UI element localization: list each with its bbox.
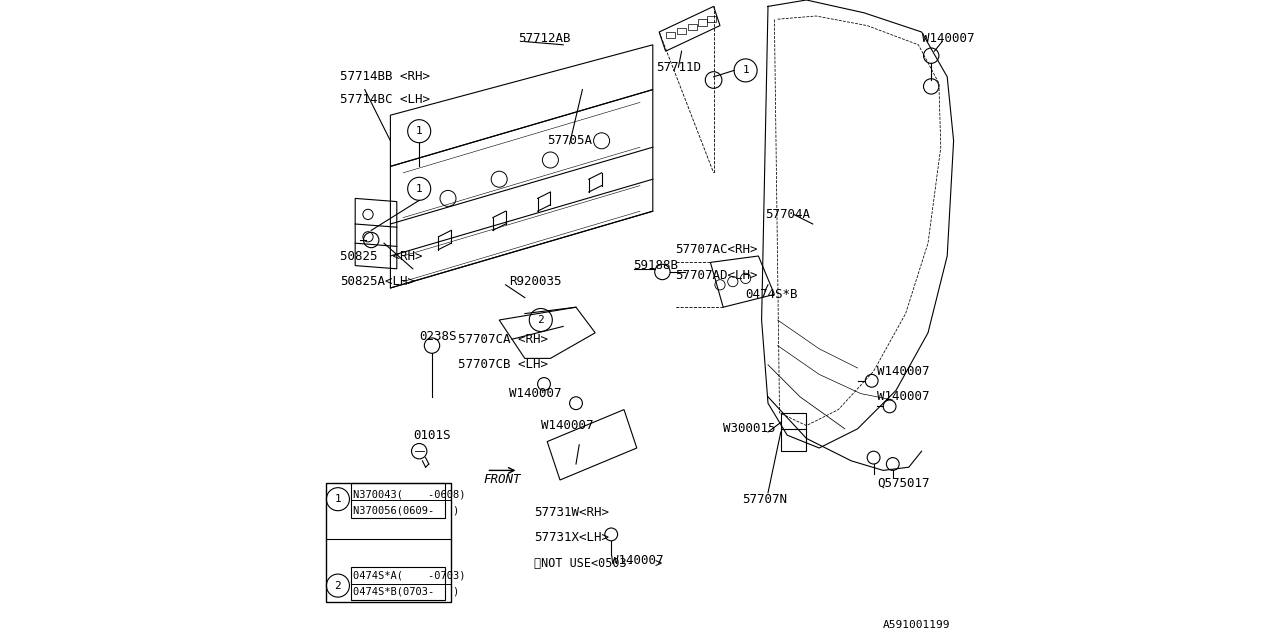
Text: 0238S: 0238S: [420, 330, 457, 342]
Text: 57707CB <LH>: 57707CB <LH>: [458, 358, 548, 371]
Text: FRONT: FRONT: [484, 473, 521, 486]
Text: 50825A<LH>: 50825A<LH>: [340, 275, 416, 288]
Bar: [677, 28, 686, 34]
Text: 1: 1: [416, 126, 422, 136]
Bar: [667, 32, 676, 38]
Text: W300015: W300015: [723, 422, 776, 435]
Text: 0474S*A(    -0703): 0474S*A( -0703): [353, 571, 466, 581]
Text: 50825  <RH>: 50825 <RH>: [340, 250, 422, 262]
Text: W140007: W140007: [612, 554, 664, 566]
Bar: [689, 24, 698, 30]
Text: W140007: W140007: [877, 390, 929, 403]
Text: 57711D: 57711D: [657, 61, 701, 74]
FancyBboxPatch shape: [320, 0, 960, 640]
Text: N370043(    -0608): N370043( -0608): [353, 489, 466, 499]
Text: 1: 1: [334, 494, 342, 504]
Text: 57714BC <LH>: 57714BC <LH>: [340, 93, 430, 106]
Text: W140007: W140007: [922, 32, 974, 45]
Text: A591001199: A591001199: [883, 620, 950, 630]
Text: 0474S*B(0703-   ): 0474S*B(0703- ): [353, 587, 460, 597]
Text: 2: 2: [538, 315, 544, 325]
Text: 57731W<RH>: 57731W<RH>: [535, 506, 609, 518]
Text: N370056(0609-   ): N370056(0609- ): [353, 505, 460, 515]
Text: 57704A: 57704A: [765, 208, 810, 221]
Text: 57705A: 57705A: [548, 134, 593, 147]
Text: W140007: W140007: [508, 387, 562, 400]
Text: 57707CA <RH>: 57707CA <RH>: [458, 333, 548, 346]
Text: 57712AB: 57712AB: [518, 32, 571, 45]
Text: 59188B: 59188B: [634, 259, 678, 272]
Bar: [699, 19, 708, 26]
Text: 2: 2: [334, 580, 342, 591]
Text: 57707AC<RH>: 57707AC<RH>: [676, 243, 758, 256]
Text: 0474S*B: 0474S*B: [745, 288, 799, 301]
Text: 57707AD<LH>: 57707AD<LH>: [676, 269, 758, 282]
Text: 57714BB <RH>: 57714BB <RH>: [340, 70, 430, 83]
Text: 57731X<LH>: 57731X<LH>: [535, 531, 609, 544]
Text: R920035: R920035: [508, 275, 562, 288]
Text: 1: 1: [416, 184, 422, 194]
Text: 1: 1: [742, 65, 749, 76]
Text: 57707N: 57707N: [742, 493, 787, 506]
Text: ※NOT USE<0503-   >: ※NOT USE<0503- >: [535, 557, 663, 570]
Text: Q575017: Q575017: [877, 477, 929, 490]
Text: W140007: W140007: [877, 365, 929, 378]
Text: 0101S: 0101S: [412, 429, 451, 442]
Text: W140007: W140007: [540, 419, 594, 432]
Bar: [708, 16, 717, 22]
